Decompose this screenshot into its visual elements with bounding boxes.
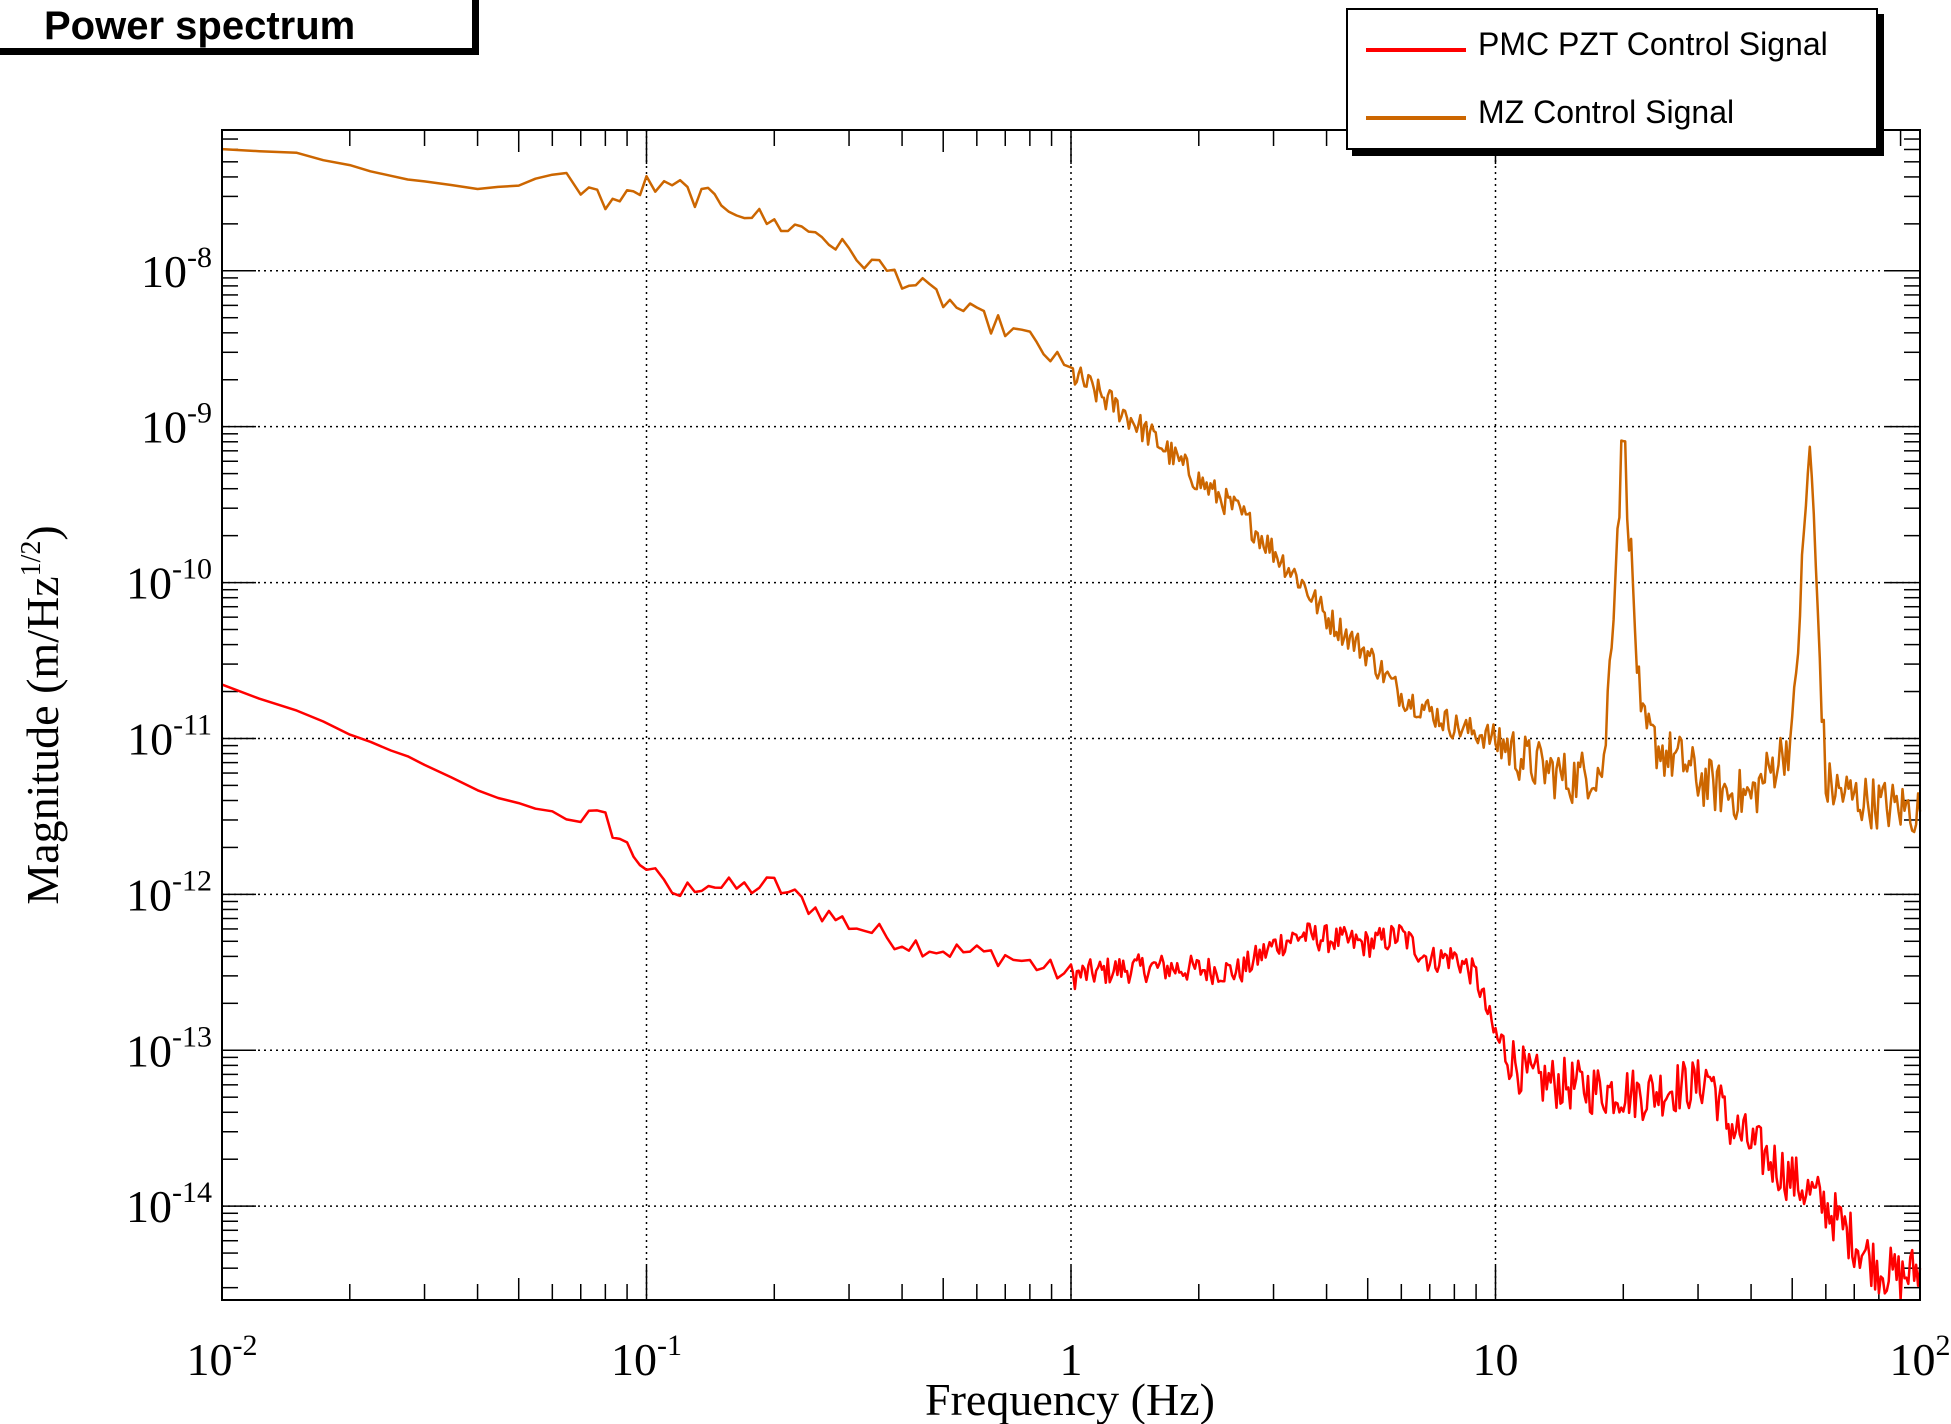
legend-item-pmc: PMC PZT Control Signal	[1348, 14, 1876, 74]
y-tick-label: 10-12	[126, 864, 212, 920]
x-tick-label: 10	[1473, 1334, 1519, 1385]
y-tick-label: 10-10	[126, 553, 212, 609]
legend-label-mz: MZ Control Signal	[1478, 94, 1735, 130]
plot-area	[222, 130, 1920, 1300]
y-tick-label: 10-8	[141, 241, 212, 297]
legend-item-mz: MZ Control Signal	[1348, 82, 1876, 142]
legend-label-pmc: PMC PZT Control Signal	[1478, 26, 1828, 62]
series-layer	[221, 147, 1922, 1302]
x-axis-title: Frequency (Hz)	[925, 1374, 1215, 1424]
series-line-pmc-pzt	[221, 683, 1922, 1302]
y-axis-title: Magnitude (m/Hz1/2)	[16, 525, 68, 904]
x-tick-label: 102	[1890, 1329, 1951, 1385]
grid-lines	[222, 130, 1920, 1300]
plot-frame	[221, 129, 1921, 1301]
x-tick-labels: 10-2 10-1 1 10 102	[187, 1329, 1951, 1385]
x-tick-label: 10-2	[187, 1329, 258, 1385]
legend-line-mz	[1366, 116, 1466, 120]
y-axis-title-end: )	[17, 525, 68, 540]
y-tick-label: 10-14	[126, 1176, 212, 1232]
x-tick-label: 10-1	[611, 1329, 682, 1385]
chart-title: Power spectrum	[0, 0, 474, 50]
y-axis-title-main: Magnitude (m/Hz	[17, 576, 68, 904]
y-tick-label: 10-11	[127, 708, 212, 764]
y-tick-label: 10-13	[126, 1020, 212, 1076]
legend: PMC PZT Control Signal MZ Control Signal	[1346, 8, 1878, 150]
y-tick-labels: 10-8 10-9 10-10 10-11 10-12 10-13 10-14	[126, 241, 212, 1232]
x-tick-label: 1	[1060, 1334, 1083, 1385]
y-axis-title-sup: 1/2	[16, 541, 47, 577]
y-tick-label: 10-9	[141, 397, 212, 453]
series-line-mz	[221, 147, 1922, 834]
legend-line-pmc	[1366, 48, 1466, 52]
